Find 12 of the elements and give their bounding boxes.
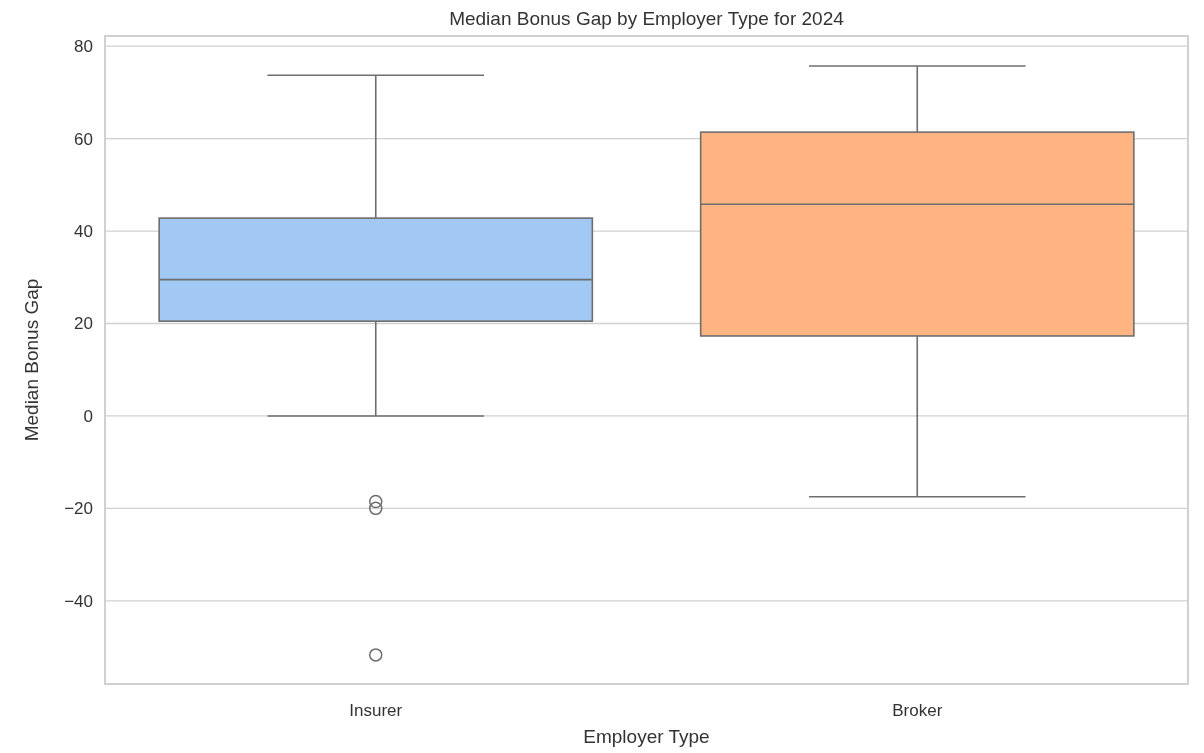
y-tick-label: −40 [64, 591, 93, 611]
y-tick-label: −20 [64, 499, 93, 519]
y-tick-label: 20 [74, 314, 93, 334]
y-tick-label: 40 [74, 221, 93, 241]
y-tick-label: 0 [83, 406, 93, 426]
y-axis-title: Median Bonus Gap [21, 278, 42, 442]
y-tick-label: 60 [74, 129, 93, 149]
y-tick-label: 80 [74, 37, 93, 57]
chart-title: Median Bonus Gap by Employer Type for 2024 [449, 8, 845, 29]
x-tick-label: Insurer [349, 701, 403, 721]
x-axis-title: Employer Type [583, 726, 710, 747]
x-tick-label: Broker [892, 701, 943, 721]
